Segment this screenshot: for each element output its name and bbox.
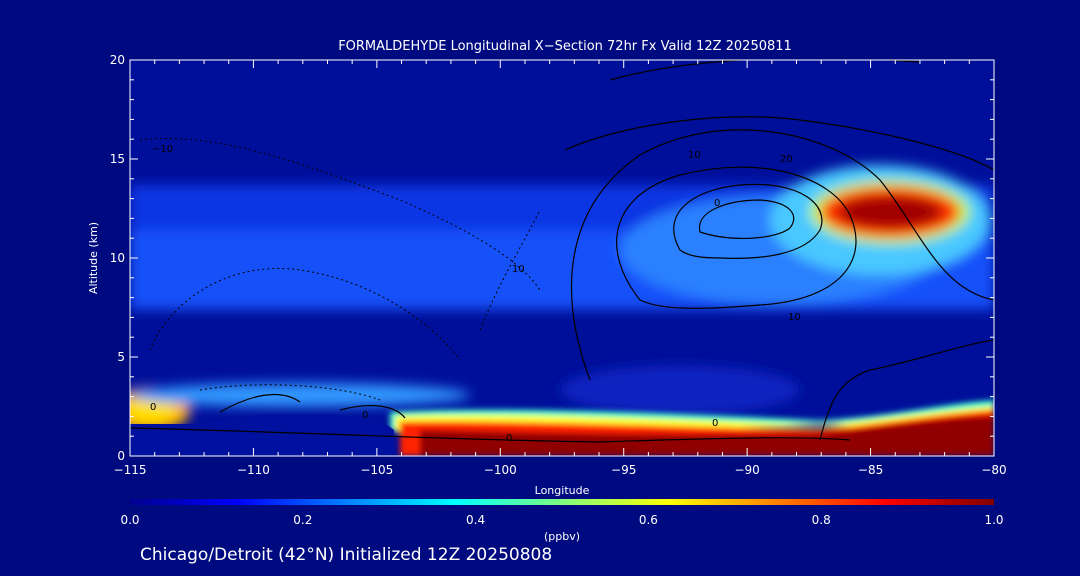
colorbar-ticks: 0.0 0.2 0.4 0.6 0.8 1.0	[120, 513, 1003, 527]
chart-title: FORMALDEHYDE Longitudinal X−Section 72hr…	[338, 39, 792, 54]
x-tick-label: −115	[114, 463, 147, 477]
x-tick-label: −95	[611, 463, 636, 477]
y-axis-label: Altitude (km)	[87, 222, 100, 294]
svg-text:−10: −10	[152, 144, 173, 155]
contour-labels: 0 0 0 10 0 10 10 20 0 −10	[150, 144, 801, 444]
colorbar-tick-label: 1.0	[984, 513, 1003, 527]
svg-text:10: 10	[788, 312, 801, 323]
x-tick-label: −100	[484, 463, 517, 477]
y-tick-label: 20	[110, 53, 125, 67]
svg-text:0: 0	[362, 410, 368, 421]
footer-caption: Chicago/Detroit (42°N) Initialized 12Z 2…	[140, 545, 552, 565]
axis-ticks	[129, 59, 995, 457]
y-tick-label: 10	[110, 251, 125, 265]
y-tick-label: 0	[117, 449, 125, 463]
y-tick-label: 15	[110, 152, 125, 166]
concentration-field: 0 0 0 10 0 10 10 20 0 −10	[130, 60, 994, 456]
colorbar-label: (ppbv)	[544, 530, 580, 543]
colorbar	[130, 499, 994, 505]
svg-text:10: 10	[512, 264, 525, 275]
x-tick-label: −85	[858, 463, 883, 477]
colorbar-tick-label: 0.6	[639, 513, 658, 527]
svg-text:20: 20	[780, 154, 793, 165]
x-axis-label: Longitude	[535, 484, 590, 497]
svg-text:0: 0	[506, 433, 512, 444]
colorbar-tick-label: 0.4	[466, 513, 485, 527]
svg-text:0: 0	[150, 402, 156, 413]
svg-text:10: 10	[688, 150, 701, 161]
y-tick-label: 5	[117, 350, 125, 364]
x-tick-label: −80	[981, 463, 1006, 477]
svg-text:0: 0	[712, 418, 718, 429]
x-tick-label: −90	[734, 463, 759, 477]
x-tick-label: −110	[237, 463, 270, 477]
x-tick-label: −105	[360, 463, 393, 477]
svg-text:0: 0	[714, 198, 720, 209]
colorbar-tick-label: 0.8	[812, 513, 831, 527]
colorbar-tick-label: 0.0	[120, 513, 139, 527]
colorbar-tick-label: 0.2	[293, 513, 312, 527]
